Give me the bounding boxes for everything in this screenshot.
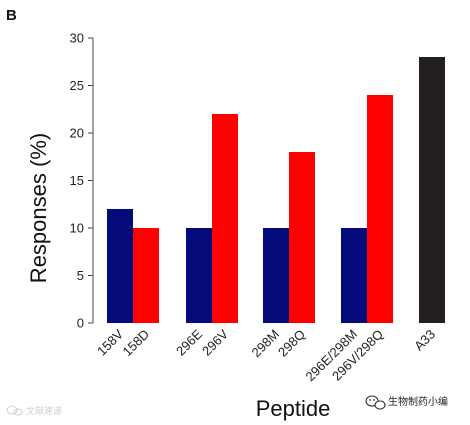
bar-296v bbox=[212, 114, 238, 323]
wechat-logo-icon bbox=[365, 395, 386, 410]
watermark-left: 文献速递 bbox=[6, 405, 62, 417]
bar-296v-298q bbox=[367, 95, 393, 323]
bar-296e-298m bbox=[341, 228, 367, 323]
x-tick-label: 158D bbox=[120, 327, 153, 360]
y-tick-label: 25 bbox=[70, 78, 84, 93]
bars-group bbox=[107, 57, 445, 323]
bar-158v bbox=[107, 209, 133, 323]
x-tick-label: 298M bbox=[249, 327, 283, 361]
bar-298q bbox=[289, 152, 315, 323]
x-tick-label: 296E bbox=[173, 326, 205, 358]
y-tick-label: 5 bbox=[77, 268, 84, 283]
x-tick-label: 298Q bbox=[275, 327, 308, 360]
x-tick-label: A33 bbox=[411, 327, 438, 354]
watermark-left-text: 文献速递 bbox=[26, 405, 62, 417]
y-axis: 0 5 10 15 20 25 30 bbox=[70, 31, 94, 331]
y-tick-label: 20 bbox=[70, 126, 84, 141]
y-tick-label: 30 bbox=[70, 31, 84, 46]
panel-label: B bbox=[6, 7, 17, 24]
bar-298m bbox=[263, 228, 289, 323]
y-tick-label: 10 bbox=[70, 221, 84, 236]
y-axis-title: Responses (%) bbox=[26, 133, 51, 283]
x-tick-label: 158V bbox=[94, 326, 126, 358]
bar-296e bbox=[186, 228, 212, 323]
watermark-right-text: 生物制药小编 bbox=[388, 395, 448, 408]
watermark-right: 生物制药小编 bbox=[365, 395, 448, 410]
y-tick-label: 0 bbox=[77, 316, 84, 331]
x-axis-title: Peptide bbox=[256, 396, 331, 421]
y-tick-label: 15 bbox=[70, 173, 84, 188]
bar-158d bbox=[133, 228, 159, 323]
bar-a33 bbox=[419, 57, 445, 323]
x-tick-label: 296V bbox=[199, 326, 231, 358]
wechat-logo-icon bbox=[6, 405, 23, 416]
